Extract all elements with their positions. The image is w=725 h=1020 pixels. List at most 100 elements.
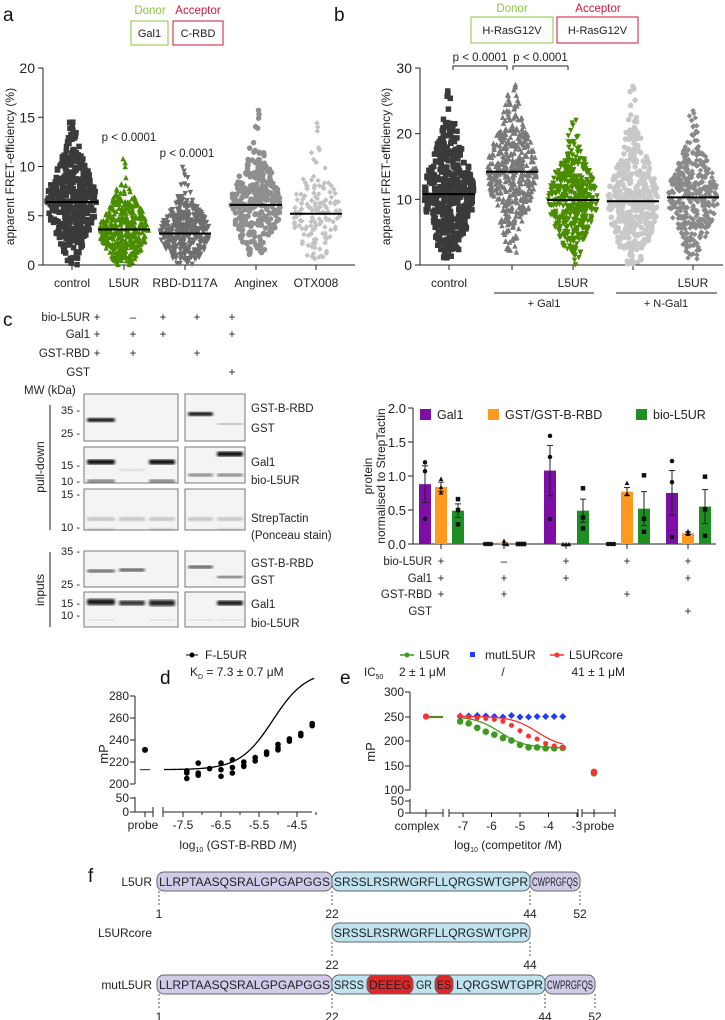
data-point <box>614 173 621 179</box>
blot-panel-left <box>83 488 179 531</box>
data-point <box>251 229 257 236</box>
data-point <box>439 228 446 235</box>
data-point <box>453 180 460 187</box>
data-point <box>173 218 179 224</box>
data-point <box>542 712 550 721</box>
data-point <box>687 197 693 203</box>
data-point <box>76 143 82 150</box>
data-point <box>78 205 84 212</box>
data-point <box>203 219 210 226</box>
bar <box>452 510 464 544</box>
data-point <box>587 180 594 186</box>
data-point <box>262 213 269 220</box>
acceptor-box <box>172 20 224 46</box>
data-point <box>627 88 633 95</box>
data-point <box>557 223 564 230</box>
x-axis-label: log10 (GST-B-RBD /M) <box>179 838 296 854</box>
data-point <box>573 241 580 247</box>
data-point <box>436 234 443 240</box>
condition-sign: + <box>438 556 445 568</box>
data-point <box>627 155 634 161</box>
data-point <box>550 203 557 209</box>
data-point <box>512 216 518 223</box>
data-point <box>514 127 520 133</box>
data-point <box>423 185 429 191</box>
data-point <box>576 207 583 213</box>
data-point <box>512 102 518 109</box>
data-point <box>643 184 650 191</box>
data-point <box>193 220 199 226</box>
data-point <box>117 228 124 234</box>
data-point <box>73 232 80 238</box>
data-point <box>69 233 76 240</box>
data-point <box>457 152 463 158</box>
data-point <box>502 131 509 137</box>
data-point <box>569 184 575 190</box>
data-point <box>297 217 304 224</box>
data-point <box>702 212 708 219</box>
data-point <box>65 239 71 245</box>
data-point <box>255 115 262 121</box>
data-point <box>85 218 91 224</box>
data-point <box>572 212 579 219</box>
data-point <box>81 178 88 185</box>
kd-symbol: K <box>190 665 198 679</box>
data-point <box>448 132 454 139</box>
data-point <box>128 244 134 250</box>
data-point <box>547 433 553 439</box>
data-point <box>525 744 532 751</box>
data-point <box>299 225 305 232</box>
data-point <box>68 182 74 189</box>
data-point <box>520 123 527 129</box>
data-point <box>181 172 188 179</box>
data-point <box>622 165 628 171</box>
data-point <box>551 743 557 749</box>
data-point <box>689 242 696 249</box>
data-point <box>441 148 447 155</box>
swarm-1 <box>485 81 540 255</box>
y-axis-label: apparent FRET-efficiency (%) <box>3 88 17 245</box>
data-point <box>517 162 523 169</box>
data-point <box>444 144 450 150</box>
data-point <box>526 178 533 184</box>
data-point <box>580 526 586 531</box>
data-point <box>579 205 585 211</box>
data-point <box>573 177 579 184</box>
data-point <box>320 230 326 237</box>
data-point <box>572 262 579 268</box>
data-point <box>621 144 628 150</box>
blot-band-label: Gal1 <box>251 457 275 469</box>
data-point <box>459 214 465 220</box>
data-point <box>511 86 517 93</box>
data-point <box>243 239 250 246</box>
data-point <box>644 210 651 217</box>
x-tick-label: -7.5 <box>173 818 194 832</box>
data-point <box>633 246 640 253</box>
donor-name: Gal1 <box>138 28 161 40</box>
data-point <box>556 215 562 221</box>
data-point <box>164 227 170 233</box>
data-point <box>440 176 447 182</box>
data-point <box>454 200 461 206</box>
data-point <box>86 227 92 233</box>
data-point <box>555 173 561 179</box>
data-point <box>129 203 136 209</box>
data-point <box>75 226 81 232</box>
data-point <box>470 179 476 186</box>
data-point <box>519 217 525 224</box>
data-point <box>508 151 514 158</box>
condition-sign: + <box>229 312 236 324</box>
data-point <box>550 712 558 721</box>
blot-panel-left <box>83 591 179 628</box>
y-tick-label: 0.0 <box>388 537 406 552</box>
data-point <box>633 114 640 121</box>
data-point <box>308 218 315 225</box>
data-point <box>447 95 454 102</box>
data-point <box>461 185 467 191</box>
data-point <box>571 252 577 258</box>
data-point <box>694 247 700 254</box>
data-point <box>565 144 572 151</box>
data-point <box>528 158 535 164</box>
blot-panel-left <box>83 550 179 588</box>
data-point <box>85 187 92 194</box>
